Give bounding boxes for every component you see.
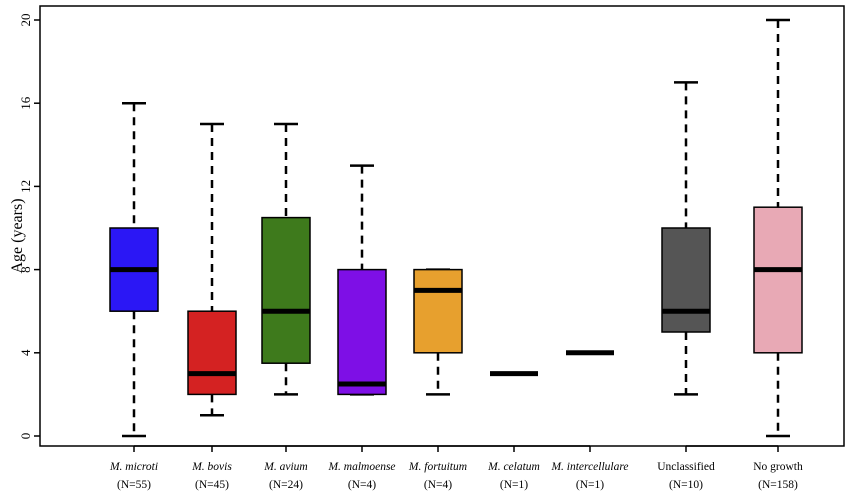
boxes	[109, 18, 803, 438]
y-tick-label: 0	[18, 433, 33, 440]
x-category-count: (N=45)	[195, 479, 229, 491]
x-category-label: M. avium	[263, 461, 307, 473]
y-tick-label: 16	[18, 96, 33, 110]
x-category-count: (N=1)	[576, 479, 604, 491]
y-tick-label: 8	[18, 266, 33, 273]
iqr-box	[753, 206, 803, 354]
x-category-count: (N=158)	[758, 479, 798, 491]
box-3	[261, 122, 311, 396]
box-5	[413, 268, 463, 396]
x-category-label: Unclassified	[657, 461, 715, 473]
x-category-label: M. malmoense	[327, 461, 395, 473]
plot-border	[39, 5, 845, 447]
y-axis: 0 4 8 12 16 20	[18, 14, 40, 440]
y-axis-title: Age (years)	[9, 198, 26, 273]
iqr-box	[187, 310, 237, 396]
x-category-label: No growth	[753, 461, 803, 473]
x-category-count: (N=10)	[669, 479, 703, 491]
y-tick-label: 4	[18, 349, 33, 356]
box-9	[753, 18, 803, 438]
y-tick-label: 12	[18, 180, 33, 193]
x-category-count: (N=1)	[500, 479, 528, 491]
box-8	[661, 81, 711, 396]
box-2	[187, 122, 237, 417]
iqr-box	[661, 227, 711, 333]
x-category-count: (N=55)	[117, 479, 151, 491]
x-category-count: (N=24)	[269, 479, 303, 491]
y-tick-label: 20	[18, 14, 33, 27]
x-category-count: (N=4)	[424, 479, 452, 491]
iqr-box	[337, 268, 387, 396]
box-1	[109, 101, 159, 438]
box-4	[337, 164, 387, 396]
x-category-count: (N=4)	[348, 479, 376, 491]
x-category-label: M. microti	[109, 461, 158, 473]
x-category-label: M. intercellulare	[550, 461, 628, 473]
iqr-box	[261, 216, 311, 364]
x-category-label: M. celatum	[487, 461, 540, 473]
iqr-box	[413, 268, 463, 354]
plot-frame	[39, 5, 845, 447]
x-category-label: M. bovis	[191, 461, 232, 473]
x-category-label: M. fortuitum	[408, 461, 467, 473]
x-axis: M. microti (N=55) M. bovis (N=45) M. avium (N…	[109, 445, 803, 491]
